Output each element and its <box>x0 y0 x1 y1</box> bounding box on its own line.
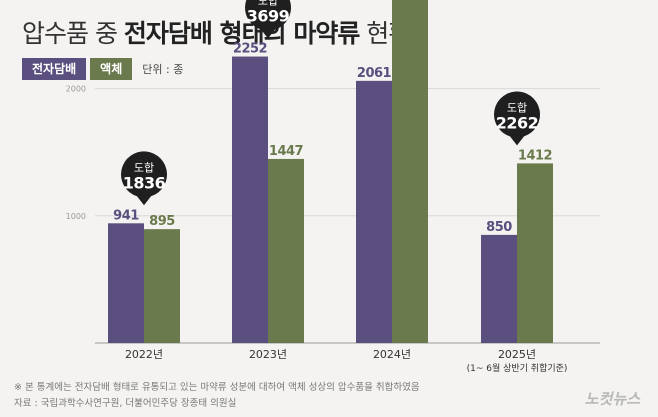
bar-value-label-0-0: 941 <box>113 208 139 223</box>
bar-e-cigarette-0 <box>108 223 144 343</box>
title-part-1: 압수품 중 <box>22 19 124 48</box>
bar-value-label-0-2: 2061 <box>357 66 392 81</box>
bar-value-label-1-3: 1412 <box>518 148 552 163</box>
legend: 전자담배 액체 단위 : 종 <box>22 58 183 80</box>
bar-e-cigarette-3 <box>481 234 517 343</box>
title-part-2: 전자담배 형태의 마약류 <box>123 19 360 48</box>
total-value-1: 3699 <box>247 7 290 26</box>
bar-value-label-1-0: 895 <box>149 214 175 229</box>
legend-e-cigarette: 전자담배 <box>22 58 87 80</box>
watermark-logo: 노컷뉴스 <box>584 390 640 408</box>
source-note: 자료 : 국립과학수사연구원, 더불어민주당 장종태 의원실 <box>14 398 237 409</box>
total-bubble-3 <box>493 91 540 146</box>
bar-e-cigarette-2 <box>356 80 392 344</box>
bar-e-cigarette-1 <box>232 56 268 344</box>
bar-value-label-0-1: 2252 <box>233 42 267 57</box>
x-category-label-1: 2023년 <box>249 348 287 361</box>
bar-liquid-3 <box>517 163 553 343</box>
total-value-3: 2262 <box>496 113 539 132</box>
bar-value-label-0-3: 850 <box>486 220 512 235</box>
x-category-label-0: 2022년 <box>125 348 163 361</box>
x-category-label-2: 2024년 <box>373 348 411 361</box>
unit-label: 단위 : 종 <box>142 63 184 76</box>
bar-liquid-1 <box>268 158 304 343</box>
x-category-note-3: (1~ 6월 상반기 취합기준) <box>467 362 568 374</box>
bar-liquid-0 <box>144 229 180 343</box>
total-label-0: 도합 <box>134 161 154 174</box>
x-category-label-3: 2025년 <box>498 348 536 361</box>
bar-value-label-1-1: 1447 <box>269 144 304 159</box>
bar-liquid-2 <box>392 0 428 343</box>
y-tick-label-2000: 2000 <box>66 85 86 94</box>
total-value-0: 1836 <box>123 173 166 192</box>
total-bubble-0 <box>120 151 167 206</box>
legend-liquid: 액체 <box>90 58 133 80</box>
y-tick-label-1000: 1000 <box>66 212 86 221</box>
total-label-3: 도합 <box>507 101 527 114</box>
total-label-1: 도합 <box>258 0 278 8</box>
footnote: ※ 본 통계에는 전자담배 형태로 유통되고 있는 마약류 성분에 대하여 액체… <box>14 382 420 393</box>
total-bubble-1 <box>244 0 291 39</box>
chart-title: 압수품 중 전자담배 형태의 마약류 현황 <box>22 14 411 50</box>
